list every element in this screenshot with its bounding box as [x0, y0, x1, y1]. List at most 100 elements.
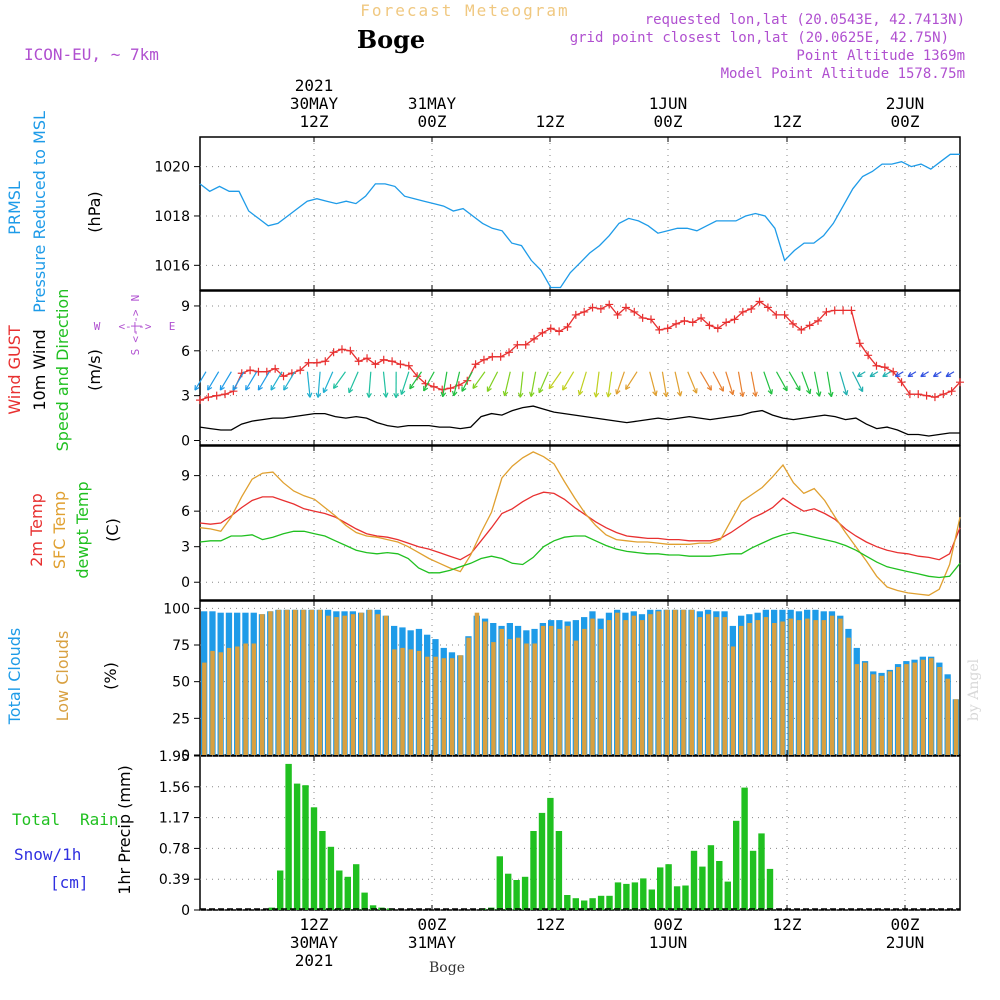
low-cloud-bar [549, 625, 554, 755]
time-label-top: 31MAY [408, 94, 457, 113]
temp-label-sfc: SFC Temp [50, 491, 69, 569]
time-label-top: 00Z [654, 112, 683, 131]
wind-arrow-head [232, 385, 238, 391]
precip-bar [716, 861, 723, 910]
precip-bar [673, 886, 681, 910]
wind-arrow-head [869, 371, 876, 378]
wind-arrow [801, 371, 811, 395]
wind-arrow [920, 371, 929, 378]
gust-point [947, 387, 956, 396]
low-cloud-bar [251, 643, 257, 755]
wind-arrow [933, 371, 942, 378]
gust-point [571, 310, 580, 319]
gust-point [722, 318, 731, 327]
low-cloud-bar [532, 643, 537, 755]
low-cloud-bar [441, 658, 447, 755]
panel-0: 1016 1018 1020 [154, 136, 961, 291]
wind-arrow-head [806, 388, 812, 395]
wind-arrow-head [529, 391, 535, 397]
y-tick-label: 1.95 [159, 749, 190, 765]
low-cloud-bar [639, 620, 645, 755]
clouds-label-total: Total Clouds [5, 628, 24, 726]
low-cloud-bar [416, 650, 422, 755]
wind-arrow [869, 371, 879, 378]
low-cloud-bar [854, 664, 860, 755]
gust-point [580, 307, 589, 316]
series-line-0 [199, 153, 960, 289]
low-cloud-bar [499, 628, 504, 755]
wind-arrow-head [663, 391, 669, 398]
gust-point [738, 307, 747, 316]
wind-arrow-head [767, 389, 773, 395]
clouds-label-low: Low Clouds [53, 631, 72, 722]
time-label-bottom: 2021 [295, 951, 334, 970]
precip-bar [538, 812, 546, 910]
wind-arrow [578, 371, 587, 396]
wind-arrow [562, 371, 575, 391]
wind-arrow [649, 371, 657, 396]
wind-arrow [530, 371, 537, 397]
wind-arrow [763, 371, 773, 395]
series-line-1 [199, 451, 961, 596]
low-cloud-bar [887, 671, 893, 755]
compass-w: W [94, 320, 101, 333]
time-label-top: 00Z [418, 112, 447, 131]
wind-arrow [333, 371, 346, 389]
precip-bar [733, 820, 740, 910]
gust-point [262, 367, 271, 376]
low-cloud-bar [929, 658, 934, 755]
gust-point [780, 310, 789, 319]
low-cloud-bar [392, 649, 397, 755]
panel-4: 0 0.39 0.78 1.17 1.56 1.95 [159, 749, 961, 919]
gust-point [279, 372, 288, 381]
low-cloud-bar [904, 664, 909, 755]
gust-point [646, 315, 655, 324]
low-cloud-bar [912, 662, 917, 755]
wind-arrow-head [907, 371, 914, 378]
gust-point [379, 355, 388, 364]
footer-location: Boge [429, 960, 465, 976]
time-label-bottom: 12Z [300, 915, 329, 934]
wind-arrow [442, 371, 448, 397]
gust-point [296, 366, 305, 375]
wind-arrow-head [842, 390, 849, 396]
gust-point [246, 366, 255, 375]
wind-arrow-head [348, 387, 354, 394]
grid-point-coords: grid point closest lon,lat (20.0625E, 42… [570, 30, 949, 46]
panel-frame [199, 290, 961, 446]
low-cloud-bar [689, 609, 694, 755]
time-label-top: 12Z [536, 112, 565, 131]
panel-frame [199, 755, 961, 911]
time-label-top: 30MAY [290, 94, 339, 113]
gust-point [196, 396, 204, 405]
low-cloud-bar [218, 652, 224, 755]
panel-2: 0 3 6 9 [181, 445, 961, 601]
precip-unit: 1hr Precip (mm) [115, 765, 134, 895]
wind-label-speed-dir: Speed and Direction [53, 289, 72, 452]
wind-arrow [348, 371, 359, 393]
gust-point [471, 360, 480, 369]
panel-1: 0 3 6 9 [181, 290, 964, 450]
wind-arrow-head [366, 392, 372, 398]
precip-bar [648, 889, 655, 910]
y-tick-label: 0.78 [159, 841, 190, 857]
precip-bar [353, 864, 360, 910]
wind-arrow-head [400, 389, 406, 395]
wind-unit: (m/s) [85, 349, 104, 391]
low-cloud-bar [226, 647, 232, 755]
gust-point [346, 346, 355, 355]
wind-arrow-head [517, 392, 524, 398]
precip-bar [699, 866, 706, 910]
time-label-bottom: 31MAY [408, 933, 457, 952]
wind-arrow [207, 371, 220, 391]
wind-arrow-head [322, 387, 328, 394]
low-cloud-bar [780, 621, 785, 755]
gust-point [880, 363, 889, 372]
low-cloud-bar [202, 662, 207, 755]
gust-point [321, 357, 330, 366]
gust-point [672, 319, 681, 328]
gust-point [596, 304, 605, 313]
precip-bar [496, 856, 503, 910]
low-cloud-bar [631, 615, 637, 755]
watermark: by Angel [966, 658, 982, 721]
